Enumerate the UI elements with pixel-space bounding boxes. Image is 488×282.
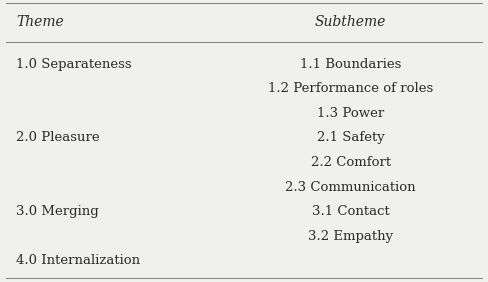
Text: 2.2 Comfort: 2.2 Comfort: [311, 156, 391, 169]
Text: Subtheme: Subtheme: [315, 15, 386, 29]
Text: 4.0 Internalization: 4.0 Internalization: [16, 254, 140, 267]
Text: Theme: Theme: [16, 15, 64, 29]
Text: 1.1 Boundaries: 1.1 Boundaries: [300, 58, 402, 71]
Text: 3.1 Contact: 3.1 Contact: [312, 205, 389, 218]
Text: 2.0 Pleasure: 2.0 Pleasure: [16, 131, 100, 144]
Text: 1.3 Power: 1.3 Power: [317, 107, 385, 120]
Text: 3.0 Merging: 3.0 Merging: [16, 205, 99, 218]
Text: 3.2 Empathy: 3.2 Empathy: [308, 230, 393, 243]
Text: 1.0 Separateness: 1.0 Separateness: [16, 58, 132, 71]
Text: 1.2 Performance of roles: 1.2 Performance of roles: [268, 82, 433, 95]
Text: 2.1 Safety: 2.1 Safety: [317, 131, 385, 144]
Text: 2.3 Communication: 2.3 Communication: [285, 180, 416, 193]
